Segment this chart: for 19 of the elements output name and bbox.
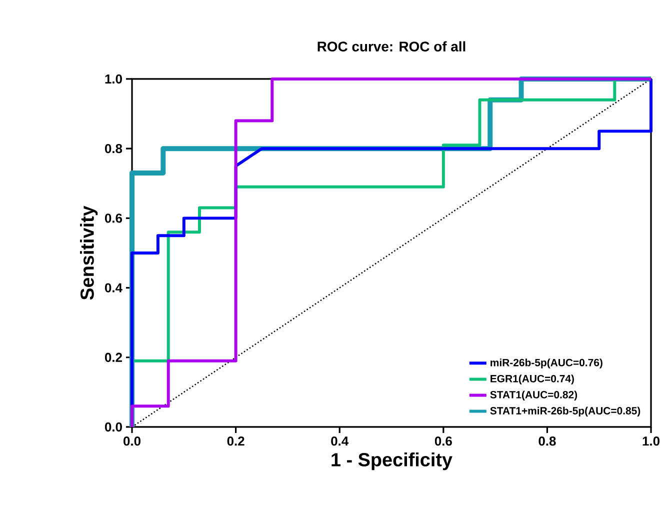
y-axis-title: Sensitivity xyxy=(80,206,98,300)
y-tick-label: 1.0 xyxy=(105,74,122,84)
y-tick-label: 0.4 xyxy=(105,283,122,292)
x-tick-label: 0.4 xyxy=(331,436,349,446)
x-tick-label: 0.8 xyxy=(538,436,556,446)
x-tick-label: 1.0 xyxy=(642,436,660,446)
legend-label: STAT1+miR-26b-5p(AUC=0.85) xyxy=(490,406,640,417)
y-tick-label: 0.6 xyxy=(105,214,122,223)
legend-label: EGR1(AUC=0.74) xyxy=(490,374,574,384)
legend-label: STAT1(AUC=0.82) xyxy=(490,390,578,400)
y-tick-label: 0.8 xyxy=(105,144,122,154)
y-tick-label: 0.0 xyxy=(105,422,122,432)
x-axis-title: 1 - Specificity xyxy=(332,452,452,470)
x-tick-label: 0.0 xyxy=(124,436,140,446)
chart-title: ROC curve: ROC of all xyxy=(318,41,466,52)
x-tick-label: 0.6 xyxy=(434,436,452,446)
legend-label: miR-26b-5p(AUC=0.76) xyxy=(490,358,602,368)
x-tick-label: 0.2 xyxy=(227,436,244,446)
y-tick-label: 0.2 xyxy=(105,352,122,362)
